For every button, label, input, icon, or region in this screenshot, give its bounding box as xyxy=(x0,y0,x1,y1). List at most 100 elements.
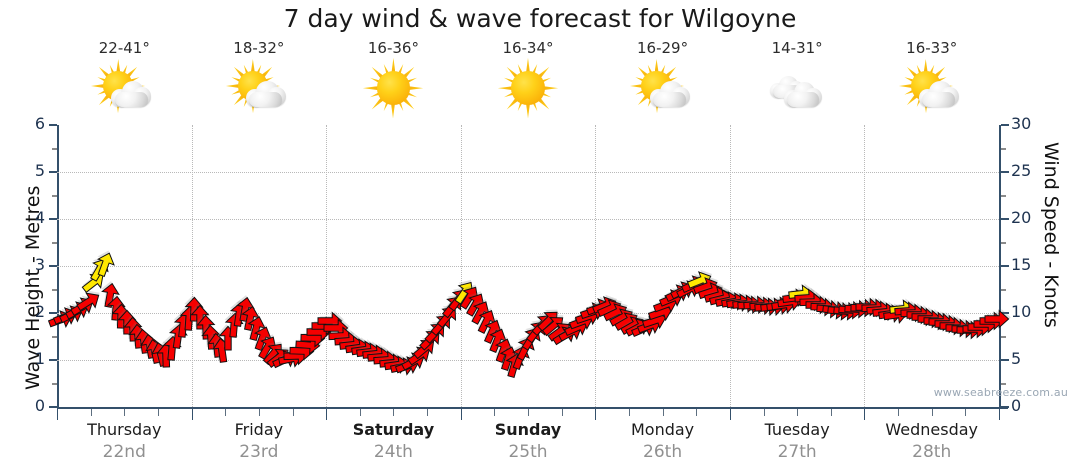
temperature-range: 16-29° xyxy=(637,39,689,57)
x-axis-day-tick xyxy=(729,409,731,420)
x-axis-minor-tick xyxy=(494,409,496,416)
weather-icon-wrap xyxy=(595,58,730,118)
cloud-lobe xyxy=(653,91,687,107)
x-axis-minor-tick xyxy=(931,409,933,416)
left-axis-tick xyxy=(49,312,57,314)
left-axis-tick-label: 5 xyxy=(34,161,45,180)
temperature-range: 16-34° xyxy=(502,39,554,57)
right-axis-tick-label: 10 xyxy=(1011,302,1032,321)
right-axis-tick xyxy=(1001,359,1009,361)
right-axis-tick xyxy=(1001,124,1009,126)
day-name-label: Sunday xyxy=(494,420,562,439)
day-date-label: 25th xyxy=(508,442,548,462)
weather-icon-wrap xyxy=(730,58,865,118)
x-axis-minor-tick xyxy=(662,409,664,416)
weather-icon-wrap xyxy=(326,57,461,118)
right-axis-minor-tick xyxy=(1001,194,1006,197)
horizontal-gridline xyxy=(57,172,999,173)
day-name-label: Monday xyxy=(630,420,695,439)
cloudy-icon xyxy=(768,60,826,116)
weather-icon-wrap xyxy=(461,57,596,118)
partly-cloudy-icon xyxy=(634,58,692,116)
left-axis-tick xyxy=(49,406,57,408)
day-name-label: Tuesday xyxy=(764,420,830,439)
x-axis-minor-tick xyxy=(225,409,227,416)
day-date-label: 22nd xyxy=(102,442,146,462)
cloud-shape-front xyxy=(111,81,152,107)
sun-ray xyxy=(923,58,928,73)
right-axis-minor-tick xyxy=(1001,288,1006,291)
left-axis-tick xyxy=(49,218,57,220)
horizontal-gridline xyxy=(57,360,999,361)
day-separator-gridline xyxy=(864,125,866,407)
left-axis-minor-tick xyxy=(52,288,57,291)
left-axis-tick-label: 4 xyxy=(34,208,45,227)
left-axis-tick xyxy=(49,171,57,173)
x-axis-minor-tick xyxy=(830,409,832,416)
day-separator-gridline xyxy=(729,125,731,407)
day-separator-gridline xyxy=(460,125,462,407)
right-axis-minor-tick xyxy=(1001,241,1006,244)
x-axis-minor-tick xyxy=(528,409,529,416)
left-axis-tick-label: 0 xyxy=(34,396,45,415)
sun-ray xyxy=(654,58,659,73)
right-axis-tick-label: 25 xyxy=(1011,161,1032,180)
day-separator-gridline xyxy=(191,125,193,407)
day-date-label: 23rd xyxy=(239,442,279,462)
sunny-icon xyxy=(364,57,422,116)
day-separator-gridline xyxy=(326,125,328,407)
right-axis-tick-label: 15 xyxy=(1011,255,1032,274)
day-date-label: 27th xyxy=(777,442,817,462)
watermark: www.seabreeze.com.au xyxy=(933,386,1068,399)
horizontal-gridline xyxy=(57,266,999,267)
right-axis-minor-tick xyxy=(1001,147,1006,150)
partly-cloudy-icon xyxy=(95,58,153,116)
sun-disc xyxy=(376,71,411,105)
left-axis-minor-tick xyxy=(52,194,57,197)
left-axis-tick-label: 3 xyxy=(34,255,45,274)
temperature-range: 16-33° xyxy=(906,39,958,57)
cloud-shape-front xyxy=(784,82,823,107)
cloud-shape-front xyxy=(245,81,286,107)
cloud-lobe xyxy=(114,91,148,107)
day-date-label: 24th xyxy=(373,442,413,462)
x-axis-day-tick xyxy=(460,409,462,420)
x-axis-minor-tick xyxy=(628,409,630,416)
x-axis-minor-tick xyxy=(359,409,361,416)
day-date-label: 26th xyxy=(643,442,683,462)
day-header-tuesday: 14-31° xyxy=(730,38,865,120)
x-axis-minor-tick xyxy=(157,409,159,416)
sunny-icon xyxy=(499,57,557,116)
temperature-range: 14-31° xyxy=(771,39,823,57)
right-axis-tick xyxy=(1001,218,1009,220)
right-axis-line xyxy=(999,125,1001,409)
right-axis-tick-label: 30 xyxy=(1011,114,1032,133)
right-axis-tick-label: 5 xyxy=(1011,349,1022,368)
x-axis-baseline xyxy=(57,407,1008,409)
x-axis-minor-tick xyxy=(124,409,126,416)
day-name-label: Wednesday xyxy=(885,420,979,439)
left-axis-tick xyxy=(49,124,57,126)
partly-cloudy-icon xyxy=(230,58,288,116)
left-axis-minor-tick xyxy=(52,147,57,150)
left-axis-minor-tick xyxy=(52,382,57,385)
x-axis-minor-tick xyxy=(90,409,92,416)
day-header-thursday: 22-41° xyxy=(57,38,192,120)
day-header-wednesday: 16-33° xyxy=(864,38,999,120)
temperature-range: 22-41° xyxy=(98,39,150,57)
x-axis-day-tick xyxy=(191,409,193,420)
cloud-lobe xyxy=(787,92,819,107)
day-name-label: Saturday xyxy=(352,420,435,439)
x-axis-minor-tick xyxy=(763,409,765,416)
sun-ray xyxy=(116,58,121,73)
x-axis-day-tick xyxy=(326,409,328,420)
sun-disc xyxy=(511,71,545,105)
x-axis-minor-tick xyxy=(965,409,967,416)
x-axis-day-tick xyxy=(864,409,866,420)
right-axis-tick-label: 20 xyxy=(1011,208,1032,227)
left-axis-tick xyxy=(49,265,57,267)
sun-ray xyxy=(250,58,255,73)
left-axis-tick-label: 6 xyxy=(34,114,45,133)
left-axis-minor-tick xyxy=(52,241,57,244)
